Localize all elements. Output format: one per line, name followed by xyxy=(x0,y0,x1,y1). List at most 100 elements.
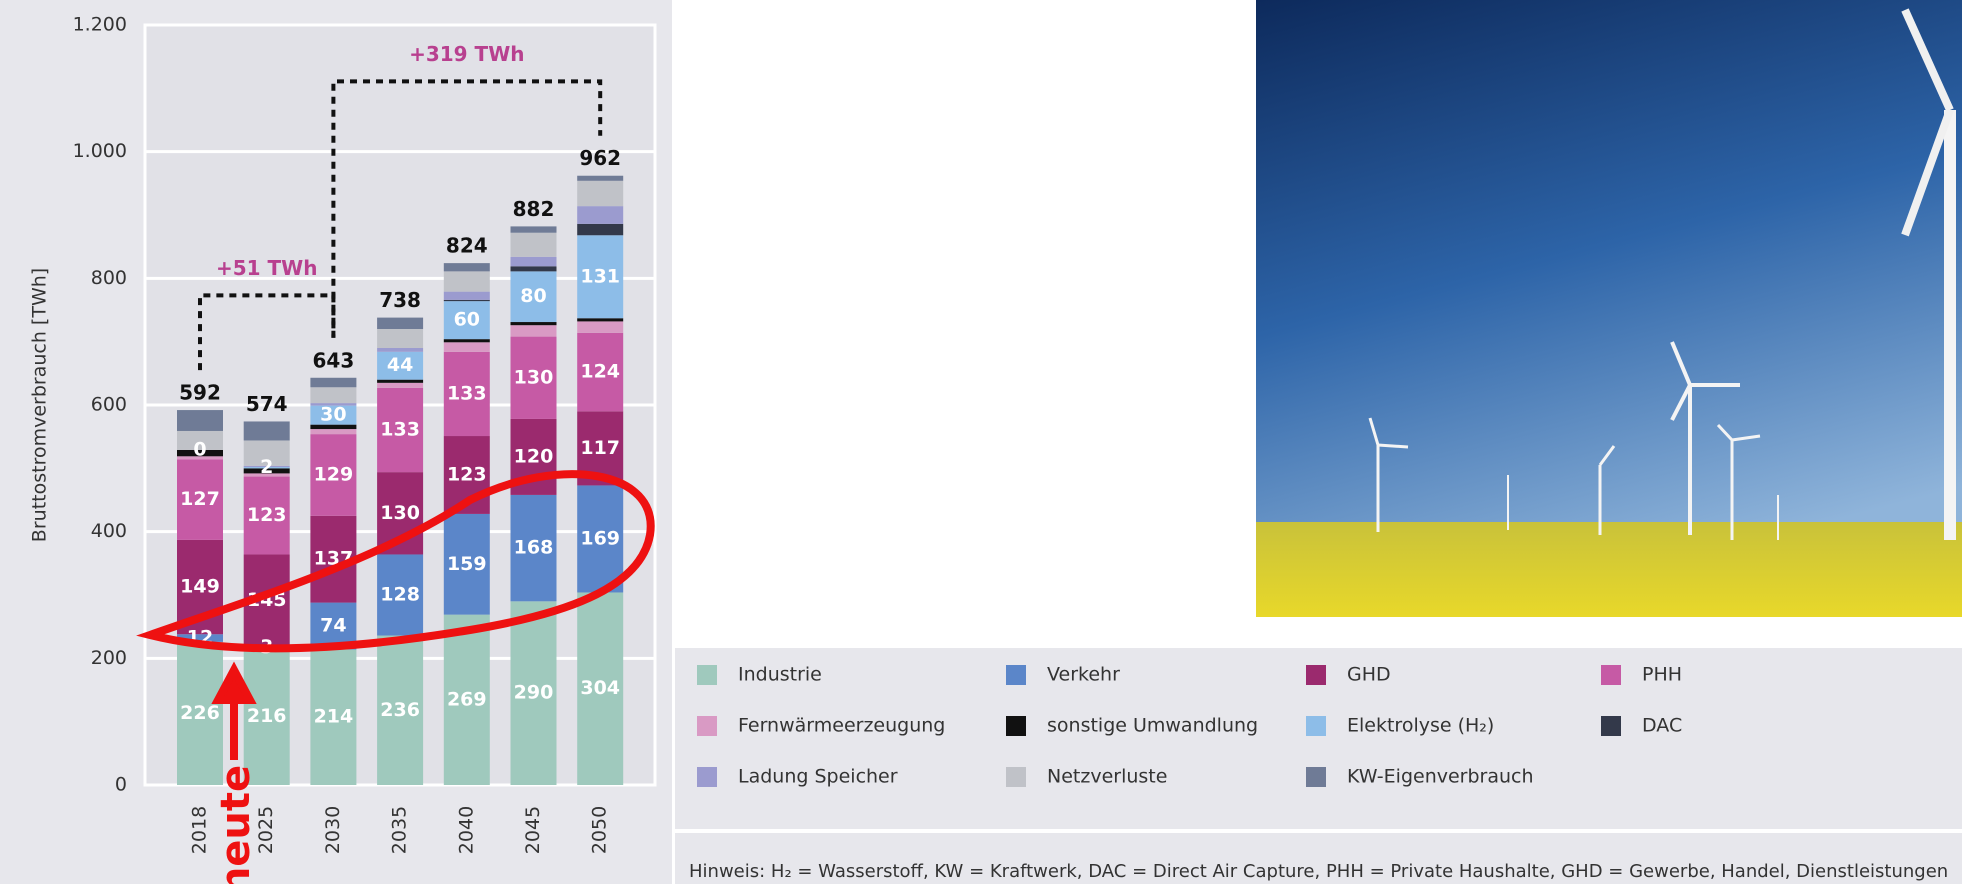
data-label: 290 xyxy=(514,682,554,704)
bar-segment xyxy=(511,226,557,232)
legend-label: Netzverluste xyxy=(1047,766,1167,788)
bar-segment xyxy=(577,321,623,332)
y-tick-label: 1.200 xyxy=(73,14,127,36)
data-label: 0 xyxy=(193,438,206,460)
legend-label: Fernwärmeerzeugung xyxy=(738,715,945,737)
bar-segment xyxy=(377,348,423,352)
y-tick-label: 600 xyxy=(91,394,127,416)
bar-segment xyxy=(444,300,490,301)
bar-segment xyxy=(377,329,423,348)
bar-segment xyxy=(444,339,490,342)
bar-segment xyxy=(511,257,557,267)
note: Hinweis: H₂ = Wasserstoff, KW = Kraftwer… xyxy=(689,861,1948,882)
photo xyxy=(1256,0,1962,617)
data-label: 159 xyxy=(447,553,487,575)
legend-label: Industrie xyxy=(738,664,822,686)
legend-swatch xyxy=(1306,716,1326,736)
x-tick-label: 2040 xyxy=(455,806,477,854)
bar-segment xyxy=(444,271,490,291)
bar-segment xyxy=(511,322,557,325)
x-tick-label: 2018 xyxy=(189,806,211,854)
y-tick-label: 1.000 xyxy=(73,140,127,162)
legend-label: DAC xyxy=(1642,715,1682,737)
bar-segment xyxy=(511,233,557,257)
data-label: 123 xyxy=(247,504,287,526)
bar-segment xyxy=(310,429,356,434)
total-label: 824 xyxy=(446,234,488,258)
data-label: 216 xyxy=(247,705,287,727)
data-label: 236 xyxy=(380,699,420,721)
legend-swatch xyxy=(1006,767,1026,787)
total-label: 574 xyxy=(246,392,288,416)
data-label: 133 xyxy=(447,382,487,404)
y-tick-label: 400 xyxy=(91,520,127,542)
total-label: 738 xyxy=(379,288,421,312)
legend-swatch xyxy=(697,767,717,787)
bar-segment xyxy=(577,206,623,224)
bar-segment xyxy=(177,410,223,431)
bar-segment xyxy=(310,387,356,403)
legend-label: GHD xyxy=(1347,664,1391,686)
legend-swatch xyxy=(697,665,717,685)
data-label: 127 xyxy=(180,488,220,510)
total-label: 592 xyxy=(179,381,221,405)
chart: Bruttostromverbrauch [TWh] Hinweis: H₂ =… xyxy=(0,0,1962,884)
bar-segment xyxy=(377,318,423,329)
data-label: 131 xyxy=(580,265,620,287)
legend-label: sonstige Umwandlung xyxy=(1047,715,1258,737)
annotation: +319 TWh xyxy=(409,42,524,66)
bar-segment xyxy=(577,224,623,235)
legend-label: PHH xyxy=(1642,664,1682,686)
data-label: 130 xyxy=(380,502,420,524)
legend-swatch xyxy=(1306,767,1326,787)
legend-swatch xyxy=(1601,716,1621,736)
data-label: 149 xyxy=(180,576,220,598)
data-label: 123 xyxy=(447,463,487,485)
annotation: +51 TWh xyxy=(216,256,318,280)
data-label: 133 xyxy=(380,419,420,441)
bar-segment xyxy=(577,181,623,206)
data-label: 74 xyxy=(320,615,346,637)
x-tick-label: 2035 xyxy=(389,806,411,854)
legend-swatch xyxy=(1306,665,1326,685)
data-label: 214 xyxy=(314,706,354,728)
bar-segment xyxy=(511,325,557,336)
bar-segment xyxy=(244,421,290,440)
data-label: 168 xyxy=(514,537,554,559)
bar-segment xyxy=(444,292,490,300)
total-label: 962 xyxy=(579,146,621,170)
legend-swatch xyxy=(1601,665,1621,685)
data-label: 30 xyxy=(320,404,346,426)
legend-label: KW-Eigenverbrauch xyxy=(1347,766,1534,788)
data-label: 117 xyxy=(580,437,620,459)
data-label: 304 xyxy=(580,677,620,699)
legend-swatch xyxy=(697,716,717,736)
x-tick-label: 2045 xyxy=(522,806,544,854)
data-label: 44 xyxy=(387,354,413,376)
page: {"chart_data": { "type": "bar", "stacked… xyxy=(0,0,1962,884)
x-tick-label: 2050 xyxy=(589,806,611,854)
bar-segment xyxy=(577,318,623,321)
data-label: 120 xyxy=(514,445,554,467)
legend-label: Verkehr xyxy=(1047,664,1120,686)
bar-segment xyxy=(310,378,356,388)
data-label: 169 xyxy=(580,527,620,549)
x-tick-label: 2030 xyxy=(322,806,344,854)
legend-swatch xyxy=(1006,665,1026,685)
total-label: 882 xyxy=(513,197,555,221)
bar-segment xyxy=(511,266,557,271)
bar-segment xyxy=(444,263,490,271)
data-label: 128 xyxy=(380,584,420,606)
legend-label: Ladung Speicher xyxy=(738,766,898,788)
field xyxy=(1256,522,1962,617)
data-label: 226 xyxy=(180,702,220,724)
annotation: heute xyxy=(213,765,259,884)
data-label: 129 xyxy=(314,463,354,485)
bar-segment xyxy=(377,380,423,383)
y-axis-label: Bruttostromverbrauch [TWh] xyxy=(29,268,51,542)
y-tick-label: 800 xyxy=(91,267,127,289)
legend-label: Elektrolyse (H₂) xyxy=(1347,715,1494,737)
y-tick-label: 200 xyxy=(91,647,127,669)
data-label: 60 xyxy=(454,309,480,331)
data-label: 130 xyxy=(514,366,554,388)
